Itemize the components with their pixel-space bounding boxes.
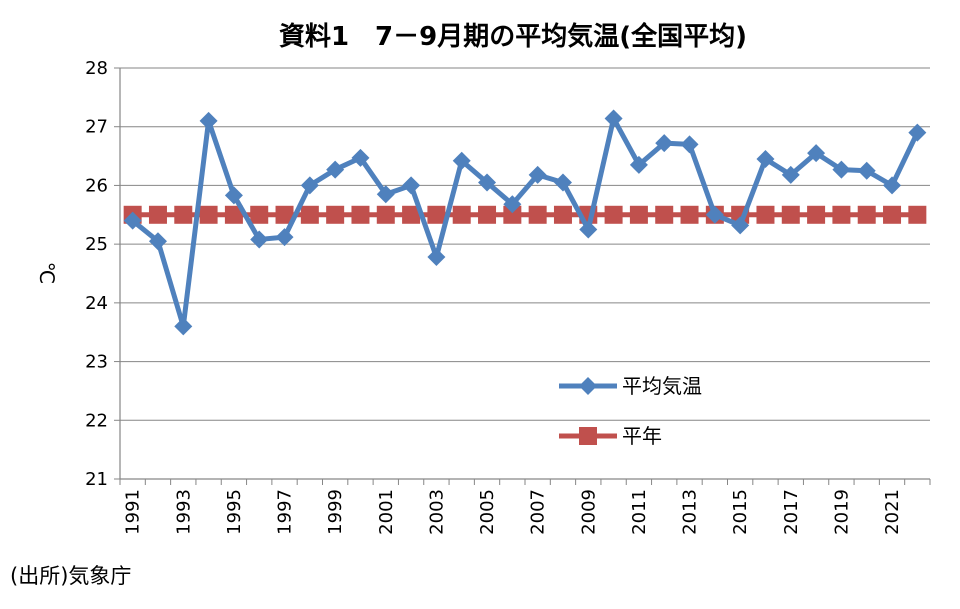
data-point-mean-temp — [452, 151, 471, 170]
data-point-normal — [655, 205, 674, 224]
data-point-normal — [503, 205, 522, 224]
legend-label: 平年 — [622, 424, 662, 448]
y-axis-label: ℃ — [35, 262, 59, 284]
legend-label: 平均気温 — [622, 374, 702, 398]
data-point-mean-temp — [174, 317, 193, 336]
x-tick-label: 1997 — [275, 489, 296, 535]
data-point-normal — [883, 205, 902, 224]
data-point-mean-temp — [680, 135, 699, 154]
data-point-normal — [756, 205, 775, 224]
data-point-mean-temp — [705, 205, 724, 224]
x-tick-label: 2021 — [882, 489, 903, 535]
data-point-mean-temp — [731, 216, 750, 235]
data-point-mean-temp — [326, 160, 345, 179]
data-point-mean-temp — [832, 160, 851, 179]
data-point-mean-temp — [604, 109, 623, 128]
data-point-normal — [174, 205, 193, 224]
x-tick-label: 2009 — [578, 489, 599, 535]
y-tick-label: 27 — [85, 117, 108, 138]
data-point-normal — [908, 205, 927, 224]
data-point-mean-temp — [300, 176, 319, 195]
data-point-normal — [528, 205, 547, 224]
data-point-normal — [629, 205, 648, 224]
data-point-normal — [781, 205, 800, 224]
data-point-normal — [224, 205, 243, 224]
data-point-mean-temp — [503, 195, 522, 214]
data-point-mean-temp — [629, 155, 648, 174]
data-point-mean-temp — [908, 123, 927, 142]
x-tick-label: 2007 — [528, 489, 549, 535]
x-tick-label: 2011 — [629, 489, 650, 535]
data-point-normal — [351, 205, 370, 224]
data-point-normal — [250, 205, 269, 224]
data-point-mean-temp — [123, 211, 142, 230]
x-tick-label: 1991 — [123, 489, 144, 535]
data-point-normal — [478, 205, 497, 224]
x-tick-label: 2019 — [831, 489, 852, 535]
legend-marker-mean-temp — [579, 377, 597, 395]
data-point-mean-temp — [402, 176, 421, 195]
data-point-normal — [376, 205, 395, 224]
data-point-mean-temp — [275, 228, 294, 247]
data-point-normal — [807, 205, 826, 224]
data-point-normal — [857, 205, 876, 224]
data-point-mean-temp — [224, 186, 243, 205]
data-point-mean-temp — [351, 148, 370, 167]
data-point-mean-temp — [478, 173, 497, 192]
y-tick-label: 22 — [85, 410, 108, 431]
data-point-mean-temp — [807, 144, 826, 163]
x-tick-label: 2001 — [376, 489, 397, 535]
data-point-normal — [275, 205, 294, 224]
data-point-normal — [553, 205, 572, 224]
data-point-mean-temp — [883, 176, 902, 195]
x-tick-label: 2017 — [781, 489, 802, 535]
data-point-mean-temp — [148, 232, 167, 251]
data-point-mean-temp — [528, 165, 547, 184]
y-tick-label: 24 — [85, 293, 108, 314]
x-tick-label: 2013 — [680, 489, 701, 535]
y-tick-label: 23 — [85, 352, 108, 373]
x-tick-label: 2003 — [426, 489, 447, 535]
data-point-normal — [832, 205, 851, 224]
data-point-normal — [300, 205, 319, 224]
x-tick-label: 2005 — [477, 489, 498, 535]
source-note: (出所)気象庁 — [10, 564, 132, 588]
x-tick-label: 2015 — [730, 489, 751, 535]
data-point-mean-temp — [199, 111, 218, 130]
data-point-normal — [604, 205, 623, 224]
data-point-mean-temp — [427, 248, 446, 267]
x-tick-label: 1995 — [224, 489, 245, 535]
data-point-mean-temp — [553, 173, 572, 192]
x-tick-label: 1993 — [173, 489, 194, 535]
data-point-normal — [680, 205, 699, 224]
data-point-normal — [427, 205, 446, 224]
chart-title: 資料1 7－9月期の平均気温(全国平均) — [279, 21, 747, 52]
data-point-normal — [452, 205, 471, 224]
data-point-mean-temp — [781, 165, 800, 184]
data-point-normal — [148, 205, 167, 224]
y-tick-label: 28 — [85, 58, 108, 79]
data-point-mean-temp — [376, 185, 395, 204]
data-point-mean-temp — [655, 134, 674, 153]
data-point-normal — [402, 205, 421, 224]
data-point-mean-temp — [756, 150, 775, 169]
y-tick-label: 26 — [85, 175, 108, 196]
y-tick-label: 25 — [85, 234, 108, 255]
x-tick-label: 1999 — [325, 489, 346, 535]
legend-marker-normal — [579, 427, 597, 445]
data-point-mean-temp — [857, 161, 876, 180]
data-point-mean-temp — [579, 220, 598, 239]
data-point-mean-temp — [250, 230, 269, 249]
data-point-normal — [199, 205, 218, 224]
y-tick-label: 21 — [85, 469, 108, 490]
data-point-normal — [326, 205, 345, 224]
